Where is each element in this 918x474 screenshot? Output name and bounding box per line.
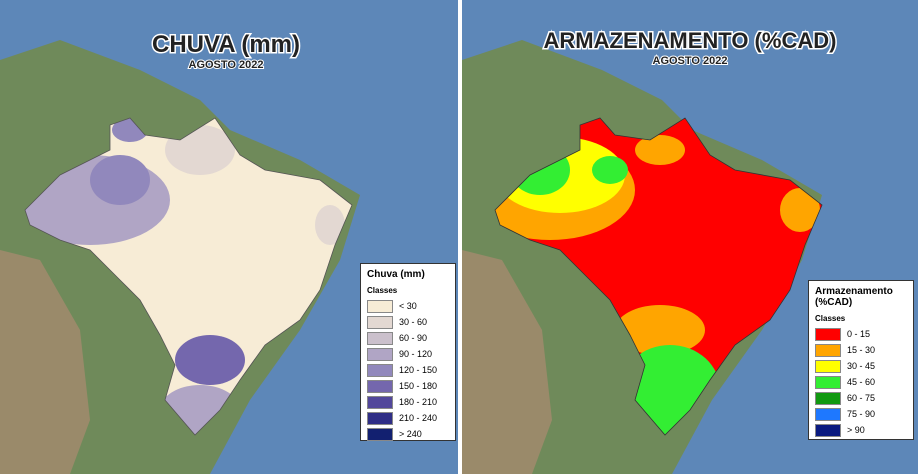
legend-swatch bbox=[367, 427, 393, 441]
legend-label: 180 - 210 bbox=[399, 397, 438, 407]
legend-item: 120 - 150 bbox=[367, 362, 449, 378]
legend-title: Chuva (mm) bbox=[367, 269, 425, 280]
legend-label: 15 - 30 bbox=[847, 345, 876, 355]
legend-label: 30 - 60 bbox=[399, 317, 428, 327]
legend-label: 210 - 240 bbox=[399, 413, 438, 423]
legend-subtitle: Classes bbox=[815, 314, 846, 323]
legend-swatch bbox=[367, 379, 393, 393]
legend-item: 180 - 210 bbox=[367, 394, 449, 410]
legend-swatch bbox=[815, 359, 841, 373]
legend-item: 15 - 30 bbox=[815, 342, 907, 358]
legend-swatch bbox=[815, 327, 841, 341]
legend-swatch bbox=[367, 395, 393, 409]
legend-label: < 30 bbox=[399, 301, 417, 311]
legend-label: 150 - 180 bbox=[399, 381, 438, 391]
legend-item: < 30 bbox=[367, 298, 449, 314]
legend-label: 60 - 75 bbox=[847, 393, 876, 403]
legend-swatch bbox=[367, 411, 393, 425]
legend-item: 210 - 240 bbox=[367, 410, 449, 426]
legend: Armazenamento (%CAD) Classes 0 - 15 15 - 30… bbox=[808, 280, 914, 440]
legend: Chuva (mm) Classes < 30 30 - 60 60 - 90 90 - … bbox=[360, 263, 456, 441]
legend-label: 60 - 90 bbox=[399, 333, 428, 343]
legend-label: 75 - 90 bbox=[847, 409, 876, 419]
legend-item: 75 - 90 bbox=[815, 406, 907, 422]
legend-item: 30 - 60 bbox=[367, 314, 449, 330]
legend-swatch bbox=[815, 407, 841, 421]
legend-swatch bbox=[367, 315, 393, 329]
legend-item: 60 - 90 bbox=[367, 330, 449, 346]
map-title: CHUVA (mm) bbox=[152, 31, 300, 58]
legend-swatch bbox=[367, 331, 393, 345]
map-title: ARMAZENAMENTO (%CAD) bbox=[544, 28, 837, 53]
legend-subtitle: Classes bbox=[367, 286, 398, 295]
rain-map-panel: CHUVA (mm) AGOSTO 2022 bbox=[0, 0, 458, 474]
legend-swatch bbox=[815, 423, 841, 437]
legend-swatch bbox=[815, 391, 841, 405]
legend-label: 45 - 60 bbox=[847, 377, 876, 387]
legend-item: 60 - 75 bbox=[815, 390, 907, 406]
legend-item: 30 - 45 bbox=[815, 358, 907, 374]
legend-label: > 240 bbox=[399, 429, 422, 439]
legend-swatch bbox=[367, 363, 393, 377]
legend-item: > 240 bbox=[367, 426, 449, 442]
legend-swatch bbox=[367, 299, 393, 313]
legend-item: 90 - 120 bbox=[367, 346, 449, 362]
storage-map-panel: ARMAZENAMENTO (%CAD) AGOSTO 2022 bbox=[462, 0, 918, 474]
legend-item: 150 - 180 bbox=[367, 378, 449, 394]
legend-item: 0 - 15 bbox=[815, 326, 907, 342]
legend-swatch bbox=[815, 343, 841, 357]
legend-item: 45 - 60 bbox=[815, 374, 907, 390]
legend-swatch bbox=[367, 347, 393, 361]
legend-label: > 90 bbox=[847, 425, 865, 435]
legend-item: > 90 bbox=[815, 422, 907, 438]
map-subtitle: AGOSTO 2022 bbox=[653, 55, 728, 67]
legend-label: 30 - 45 bbox=[847, 361, 876, 371]
legend-swatch bbox=[815, 375, 841, 389]
legend-label: 0 - 15 bbox=[847, 329, 871, 339]
legend-label: 120 - 150 bbox=[399, 365, 438, 375]
map-subtitle: AGOSTO 2022 bbox=[189, 59, 264, 71]
legend-label: 90 - 120 bbox=[399, 349, 433, 359]
legend-title: Armazenamento (%CAD) bbox=[815, 286, 893, 308]
